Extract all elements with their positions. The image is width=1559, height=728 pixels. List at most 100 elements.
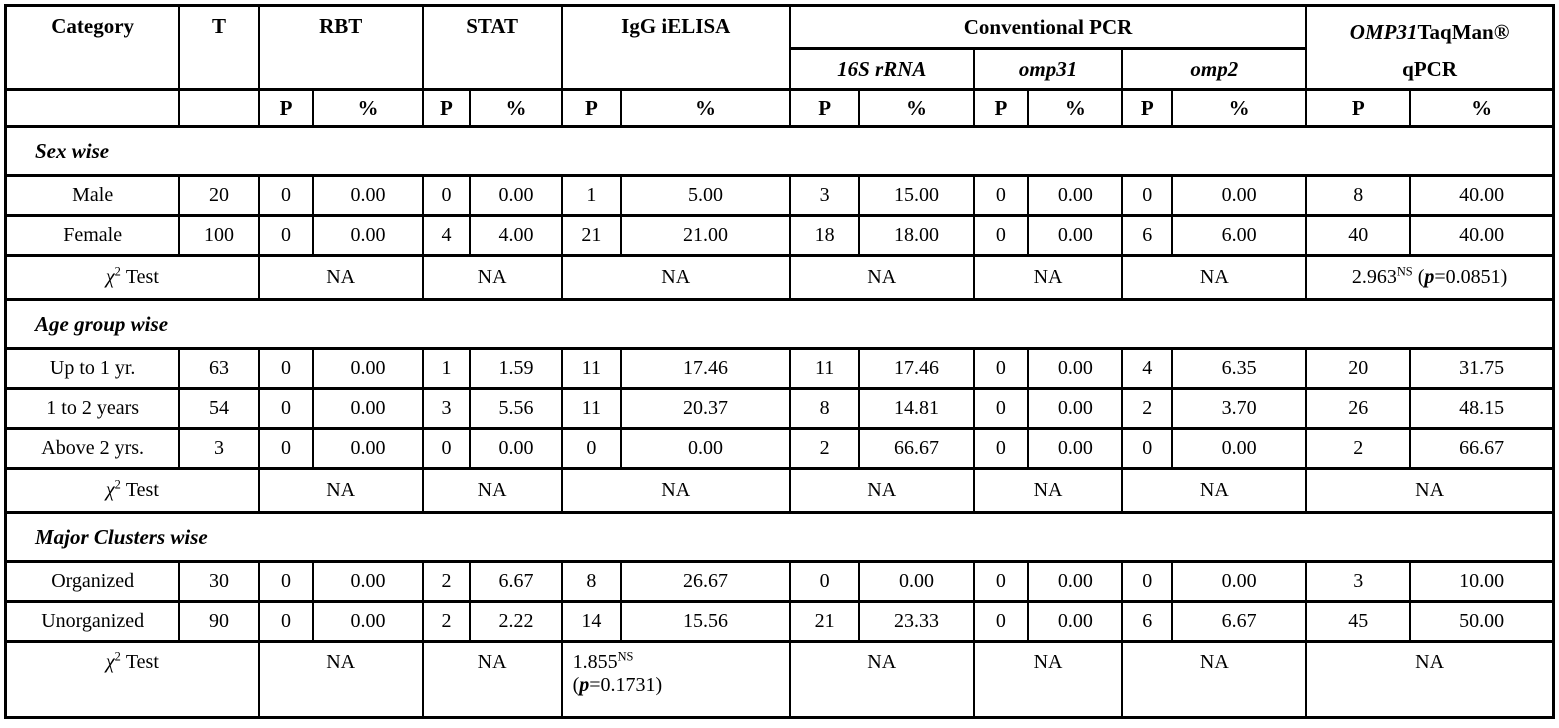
data-cell: 40: [1305, 214, 1412, 257]
col-header-pct: %: [1171, 88, 1308, 128]
data-cell: 66.67: [1409, 427, 1555, 470]
chi-square-row-age: χ2 Test NA NA NA NA NA NA NA: [4, 467, 1555, 514]
data-cell: 0: [257, 174, 315, 217]
row-label: 1 to 2 years: [4, 387, 181, 430]
data-cell: 0.00: [312, 427, 424, 470]
data-cell: 0.00: [858, 560, 975, 603]
data-cell: 6: [1121, 600, 1174, 643]
col-header-category: Category: [4, 4, 181, 91]
chi-value-line1: 1.855NS: [572, 649, 634, 673]
data-cell: 0.00: [1171, 560, 1308, 603]
data-cell: 0: [257, 560, 315, 603]
row-label: Male: [4, 174, 181, 217]
data-cell: 2: [421, 600, 472, 643]
section-title-sex-wise: Sex wise: [4, 125, 1555, 177]
data-cell: 21: [788, 600, 861, 643]
data-cell: 48.15: [1409, 387, 1555, 430]
data-cell: 31.75: [1409, 347, 1555, 390]
data-cell: 0: [972, 347, 1030, 390]
col-header-pct: %: [469, 88, 563, 128]
na-cell: NA: [1305, 467, 1555, 514]
data-cell: 4: [421, 214, 472, 257]
col-header-conventional-pcr: Conventional PCR: [788, 3, 1308, 51]
data-cell: 14: [560, 600, 623, 643]
chi-symbol: χ: [105, 651, 115, 673]
data-cell: 18: [788, 214, 861, 257]
data-cell: 11: [560, 387, 623, 430]
table-row-male: Male 20 0 0.00 0 0.00 1 5.00 3 15.00 0 0…: [4, 174, 1555, 217]
data-cell: 15.00: [858, 174, 975, 217]
qpcr-brand-name: TaqMan®: [1417, 20, 1510, 44]
chi-square-row-sex: χ2 Test NA NA NA NA NA NA 2.963NS (p=0.0…: [4, 254, 1555, 301]
total-cell: 54: [178, 387, 260, 430]
data-cell: 23.33: [858, 600, 975, 643]
data-cell: 8: [788, 387, 861, 430]
data-cell: 0: [972, 387, 1030, 430]
data-cell: 0.00: [312, 214, 424, 257]
data-cell: 0: [1121, 174, 1174, 217]
data-cell: 0: [1121, 560, 1174, 603]
empty-header-cell: [4, 88, 181, 128]
chi-value-ielisa: 1.855NS (p=0.1731): [560, 640, 791, 719]
na-cell: NA: [788, 640, 975, 719]
data-cell: 26: [1305, 387, 1412, 430]
data-cell: 0: [972, 214, 1030, 257]
data-cell: 0: [972, 600, 1030, 643]
col-header-pct: %: [312, 88, 424, 128]
data-cell: 15.56: [620, 600, 791, 643]
total-cell: 100: [178, 214, 260, 257]
data-cell: 14.81: [858, 387, 975, 430]
na-cell: NA: [788, 254, 975, 301]
row-label: Female: [4, 214, 181, 257]
total-cell: 63: [178, 347, 260, 390]
data-cell: 26.67: [620, 560, 791, 603]
data-cell: 1: [421, 347, 472, 390]
row-label: Unorganized: [4, 600, 181, 643]
data-cell: 2: [1305, 427, 1412, 470]
table-row-upto1yr: Up to 1 yr. 63 0 0.00 1 1.59 11 17.46 11…: [4, 347, 1555, 390]
col-header-p: P: [1121, 88, 1174, 128]
table-row-unorganized: Unorganized 90 0 0.00 2 2.22 14 15.56 21…: [4, 600, 1555, 643]
col-header-stat: STAT: [421, 4, 563, 91]
col-header-p: P: [421, 88, 472, 128]
col-header-pct: %: [1409, 88, 1555, 128]
data-cell: 20: [1305, 347, 1412, 390]
section-title-major-clusters-wise: Major Clusters wise: [4, 511, 1555, 563]
data-cell: 0: [560, 427, 623, 470]
data-cell: 3.70: [1171, 387, 1308, 430]
data-cell: 4.00: [469, 214, 563, 257]
section-title-age-group-wise: Age group wise: [4, 298, 1555, 350]
data-cell: 5.00: [620, 174, 791, 217]
data-cell: 0.00: [469, 427, 563, 470]
data-cell: 18.00: [858, 214, 975, 257]
data-cell: 0.00: [312, 174, 424, 217]
data-cell: 3: [421, 387, 472, 430]
data-cell: 0.00: [620, 427, 791, 470]
col-header-pct: %: [1027, 88, 1124, 128]
data-cell: 50.00: [1409, 600, 1555, 643]
data-cell: 40.00: [1409, 174, 1555, 217]
data-cell: 0.00: [1027, 560, 1124, 603]
data-cell: 0: [257, 347, 315, 390]
data-cell: 3: [1305, 560, 1412, 603]
col-header-p: P: [1305, 88, 1412, 128]
data-cell: 0: [257, 214, 315, 257]
na-cell: NA: [1121, 467, 1308, 514]
data-cell: 2: [1121, 387, 1174, 430]
na-cell: NA: [560, 254, 791, 301]
total-cell: 90: [178, 600, 260, 643]
na-cell: NA: [257, 640, 424, 719]
data-cell: 0: [257, 387, 315, 430]
na-cell: NA: [257, 254, 424, 301]
data-cell: 11: [788, 347, 861, 390]
col-header-igg-ielisa: IgG iELISA: [560, 4, 791, 91]
na-cell: NA: [972, 254, 1124, 301]
data-cell: 0.00: [1027, 387, 1124, 430]
data-cell: 6.35: [1171, 347, 1308, 390]
data-cell: 2: [788, 427, 861, 470]
data-cell: 66.67: [858, 427, 975, 470]
na-cell: NA: [1121, 640, 1308, 719]
data-cell: 0.00: [312, 387, 424, 430]
row-label: Organized: [4, 560, 181, 603]
